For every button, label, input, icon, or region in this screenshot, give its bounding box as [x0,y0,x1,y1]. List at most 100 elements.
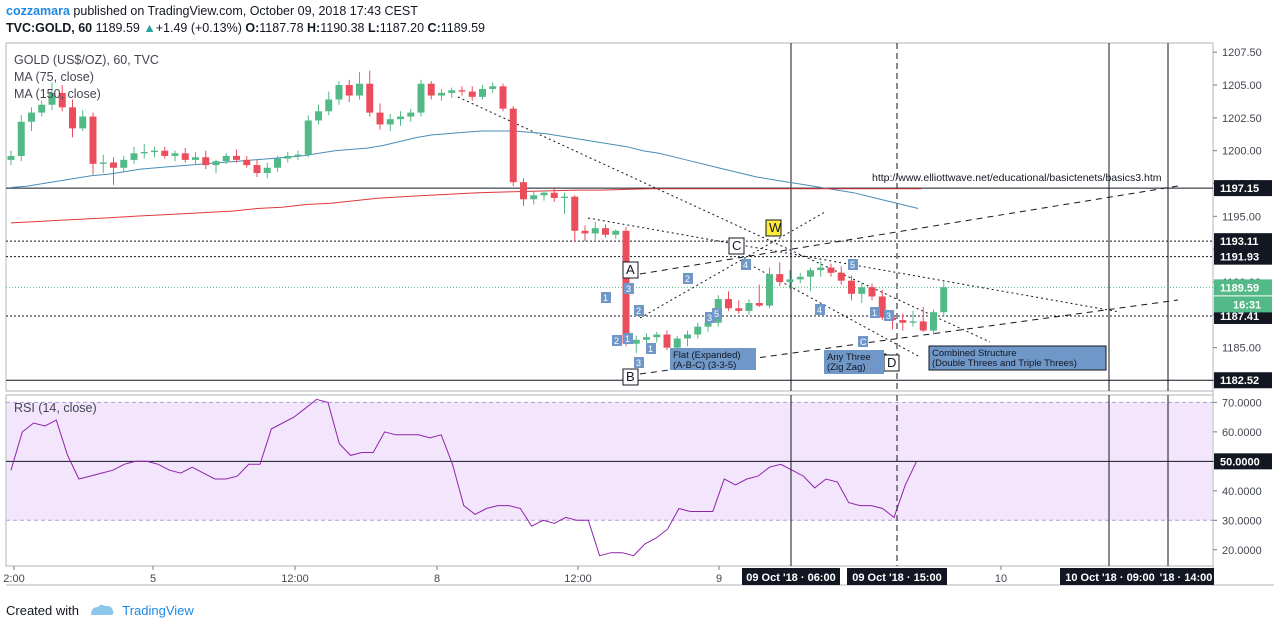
symbol: TVC:GOLD, 60 [6,21,93,35]
candle-body [243,159,251,166]
wave-count-box [848,259,858,270]
structure-note-text: Combined Structure [932,348,1016,359]
high-value: 1190.38 [320,21,365,35]
legend-instrument: GOLD (US$/OZ), 60, TVC [14,53,159,67]
wave-count-box [741,259,751,270]
trendline [457,96,991,343]
wave-count-box [815,304,825,315]
time-tick-label: 2:00 [3,573,24,585]
close-value: 1189.59 [440,21,486,35]
low-value: 1187.20 [379,21,425,35]
candle-body [571,196,579,231]
wave-count-box [646,343,656,354]
legend-ma150: MA (150, close) [14,87,101,101]
published-text: published on TradingView.com, October 09… [73,4,418,18]
candle-body [417,83,425,113]
trendline [744,261,921,358]
publisher-line: cozzamara published on TradingView.com, … [6,4,418,18]
price-level-badge [1214,279,1272,296]
channel-dashed-line [639,185,1179,275]
time-tick-label: 10 [995,573,1007,585]
wave-count-label: 1 [603,293,608,303]
time-highlight-label: 10 Oct '18 · 09:00 [1065,572,1154,584]
candle-body [151,150,158,152]
wave-count-box [712,308,722,319]
ohlc-line: TVC:GOLD, 60 1189.59 ▲+1.49 (+0.13%) O:1… [6,21,485,35]
candle-body [766,274,773,306]
wave-count-box [601,292,611,303]
candle-body [468,91,476,97]
wave-count-box [634,305,644,316]
legend-ma75: MA (75, close) [14,70,94,84]
candle-body [694,326,702,335]
wave-count-box [858,336,868,347]
price-pane-frame [5,42,1214,392]
price-tick-label: 1202.50 [1222,113,1262,125]
candle-body [366,83,374,113]
candle-body [653,334,661,338]
time-tick-label: 9 [716,573,722,585]
structure-note-box [928,345,1107,371]
candle-body [284,155,292,159]
wave-letter-c-box [728,237,745,255]
candle-body [325,99,333,112]
candle-body [509,108,517,183]
candle-body [796,276,804,280]
candle-body [356,83,363,96]
wave-count-box [683,273,693,284]
rsi-line [10,398,918,557]
price-level-badge [1214,372,1272,389]
candle-body [458,90,466,92]
countdown-label: 16:31 [1233,299,1261,311]
wave-count-label: 5 [714,309,719,319]
countdown-badge [1214,296,1272,313]
wave-count-box [634,357,644,368]
candle-body [540,192,548,196]
price-level-label: 1193.11 [1220,236,1259,248]
structure-note-text: Any Three [827,352,871,363]
candle-body [181,153,189,160]
candle-body [735,308,743,311]
candle-body [212,161,220,166]
rsi-current-badge [1214,453,1272,470]
footer: Created with TradingView [6,603,194,618]
wave-count-label: 1 [648,344,653,354]
candle-body [561,196,568,198]
candle-body [294,154,302,156]
price-tick-label: 1200.00 [1222,146,1262,158]
candle-body [233,155,240,160]
structure-note-text: (A-B-C) (3-3-5) [673,360,736,371]
candle-body [407,112,415,117]
candle-body [315,111,322,121]
time-highlight-badge [1158,568,1214,585]
candle-body [376,112,384,125]
candle-body [28,112,35,122]
candle-body [909,321,917,323]
candle-body [58,92,66,108]
url-annotation: http://www.elliottwave.net/educational/b… [872,172,1162,184]
wave-count-label: 3 [707,313,712,323]
candle-body [448,90,456,93]
candle-body [304,120,312,155]
time-highlight-badge [1060,568,1160,585]
structure-note-text: Flat (Expanded) [673,350,741,361]
wave-count-label: 4 [817,305,822,315]
time-highlight-badge [847,568,947,585]
last-price: 1189.59 [95,21,140,35]
low-label: L: [367,21,380,35]
time-highlight-label: '18 · 14:00 [1160,572,1213,584]
wave-count-box [870,307,880,318]
open-label: O: [245,21,260,35]
tradingview-brand[interactable]: TradingView [122,603,194,618]
price-level-badge [1214,180,1272,197]
candle-body [140,151,148,154]
up-triangle-icon: ▲ [143,21,156,35]
candle-body [48,92,56,105]
author-name[interactable]: cozzamara [6,4,70,18]
price-level-label: 1197.15 [1220,183,1259,195]
price-level-badge [1214,248,1272,265]
wave-count-label: 1 [872,308,877,318]
candle-body [110,162,117,168]
wave-letter-w-box [765,219,782,237]
